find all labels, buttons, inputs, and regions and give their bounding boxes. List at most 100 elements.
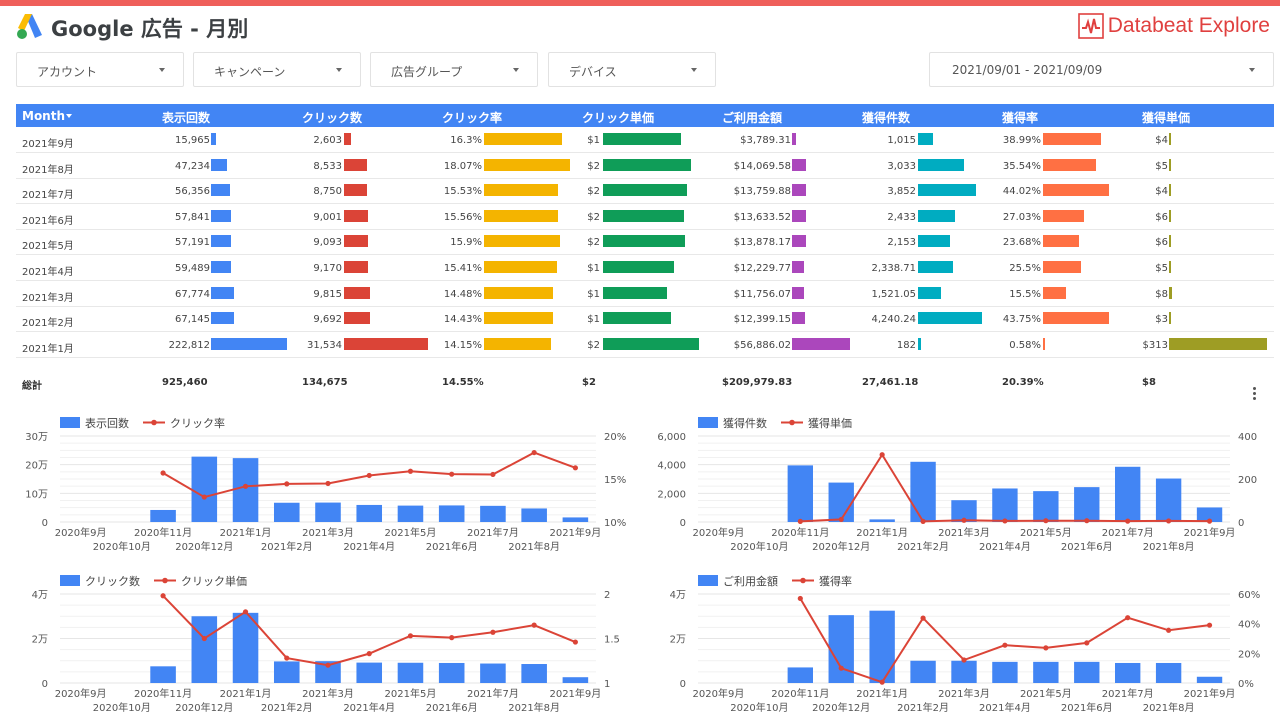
cell-cost: $3,789.31 xyxy=(740,135,791,146)
right-tick-label: 20% xyxy=(1238,649,1260,660)
chart-line-point xyxy=(531,622,537,628)
brand-name: Databeat Explore xyxy=(1107,14,1270,37)
more-options-icon[interactable] xyxy=(1251,387,1257,401)
cell-cost: $11,756.07 xyxy=(733,288,791,300)
date-range-label: 2021/09/01 - 2021/09/09 xyxy=(952,63,1103,77)
bar-conversions xyxy=(918,133,934,145)
cell-month: 2021年5月 xyxy=(22,241,74,253)
filter-adgroup[interactable]: 広告グループ xyxy=(370,52,538,87)
left-tick-label: 2万 xyxy=(670,635,686,646)
chart-line-point xyxy=(1206,622,1213,628)
x-tick-label: 2021年5月 xyxy=(1020,526,1072,539)
cell-month: 2021年1月 xyxy=(22,343,74,355)
bar-ctr xyxy=(484,184,558,197)
chart-line-point xyxy=(838,665,844,671)
bar-cvr xyxy=(1043,184,1109,197)
filter-adgroup-label: 広告グループ xyxy=(391,65,463,79)
cell-impressions: 47,234 xyxy=(175,160,210,172)
col-impressions[interactable]: 表示回数 xyxy=(162,111,211,125)
x-tick-label: 2021年3月 xyxy=(302,687,354,700)
bar-conversions xyxy=(918,209,955,222)
cell-ctr: 16.3% xyxy=(450,135,482,146)
x-tick-label: 2021年6月 xyxy=(426,540,478,553)
legend-line-marker xyxy=(800,577,806,584)
chart-bar xyxy=(869,610,895,683)
col-clicks[interactable]: クリック数 xyxy=(302,111,363,125)
chart-line-point xyxy=(879,679,885,685)
cell-cost: $13,759.88 xyxy=(733,186,791,198)
x-tick-label: 2021年3月 xyxy=(938,526,990,539)
cell-month: 2021年8月 xyxy=(22,164,74,176)
legend-bar-swatch xyxy=(60,575,80,586)
chart-line-point xyxy=(961,657,967,663)
bar-conversions xyxy=(918,235,951,248)
x-tick-label: 2021年7月 xyxy=(467,687,519,700)
legend-bar-label: クリック数 xyxy=(85,575,140,588)
chart-bar xyxy=(397,662,424,683)
x-tick-label: 2021年9月 xyxy=(1184,687,1236,700)
cell-conversions: 2,153 xyxy=(887,237,916,249)
left-tick-label: 4万 xyxy=(32,590,48,601)
cell-cpa: $6 xyxy=(1155,211,1168,223)
chart-bar xyxy=(397,505,424,522)
bar-cpc xyxy=(603,261,674,273)
filter-device[interactable]: デバイス xyxy=(548,52,716,87)
chart-bar xyxy=(438,505,465,522)
filter-account[interactable]: アカウント xyxy=(16,52,184,87)
chart-bar xyxy=(828,482,854,522)
chart-line-point xyxy=(242,609,249,615)
chart-conversions-cpa: 獲得件数 獲得単価 0 2,000 4,000 6,000 0 200 400 2020年9月 20… xyxy=(654,410,1274,558)
cell-impressions: 56,356 xyxy=(175,186,210,198)
col-cost[interactable]: ご利用金額 xyxy=(722,111,783,125)
x-tick-label: 2021年7月 xyxy=(1102,526,1154,539)
legend-line-label: 獲得単価 xyxy=(808,416,852,430)
chart-bar xyxy=(951,660,977,683)
col-conversions[interactable]: 獲得件数 xyxy=(862,111,911,125)
left-tick-label: 20万 xyxy=(25,461,48,472)
bar-ctr xyxy=(484,312,553,325)
sort-desc-icon[interactable] xyxy=(66,114,72,118)
cell-conversions: 1,521.05 xyxy=(871,288,916,300)
right-tick-label: 400 xyxy=(1238,432,1257,443)
chart-svg: 表示回数 クリック率010万20万30万10%15%20%2020年9月2020年… xyxy=(25,416,626,553)
bar-conversions xyxy=(918,286,941,299)
col-cpa[interactable]: 獲得単価 xyxy=(1142,111,1191,125)
cell-cpc: $2 xyxy=(587,211,600,223)
chart-line-point xyxy=(284,481,290,487)
cell-cpa: $8 xyxy=(1155,288,1168,300)
col-cpc[interactable]: クリック単価 xyxy=(582,111,655,125)
bar-ctr xyxy=(484,158,570,171)
cell-conversions: 2,338.71 xyxy=(871,263,916,274)
cell-cvr: 25.5% xyxy=(1009,263,1041,274)
chart-svg: ご利用金額 獲得率02万4万0%20%40%60%2020年9月2020年10月2… xyxy=(670,574,1261,714)
chart-line-point xyxy=(490,629,496,635)
x-tick-label: 2021年1月 xyxy=(856,687,908,700)
cell-ctr: 14.43% xyxy=(443,314,482,326)
cell-impressions: 57,841 xyxy=(175,211,210,223)
col-ctr[interactable]: クリック率 xyxy=(442,111,503,125)
bar-cpa xyxy=(1169,235,1171,248)
col-cvr[interactable]: 獲得率 xyxy=(1002,111,1039,125)
chart-legend: 獲得件数 獲得単価 xyxy=(698,416,852,430)
bar-ctr xyxy=(484,235,560,248)
cell-ctr: 15.41% xyxy=(443,263,482,274)
chart-bar xyxy=(1155,478,1182,522)
cell-cvr: 35.54% xyxy=(1002,160,1041,172)
chart-line-point xyxy=(242,483,249,489)
bar-cpc xyxy=(603,209,684,222)
date-range-picker[interactable]: 2021/09/01 - 2021/09/09 xyxy=(929,52,1274,87)
col-month[interactable]: Month xyxy=(22,109,66,123)
filter-campaign[interactable]: キャンペーン xyxy=(193,52,361,87)
chart-line-point xyxy=(407,468,414,474)
filter-account-label: アカウント xyxy=(37,65,98,79)
cell-clicks: 8,533 xyxy=(313,160,342,172)
bar-cpc xyxy=(603,312,672,325)
chart-line-point xyxy=(797,518,803,524)
x-tick-label: 2021年2月 xyxy=(261,540,313,553)
chart-bar xyxy=(356,504,383,522)
bar-ctr xyxy=(484,209,559,222)
chart-line-point xyxy=(572,465,578,471)
bar-cpc xyxy=(603,286,667,299)
chart-bar xyxy=(438,662,465,683)
chart-bar xyxy=(273,502,300,522)
